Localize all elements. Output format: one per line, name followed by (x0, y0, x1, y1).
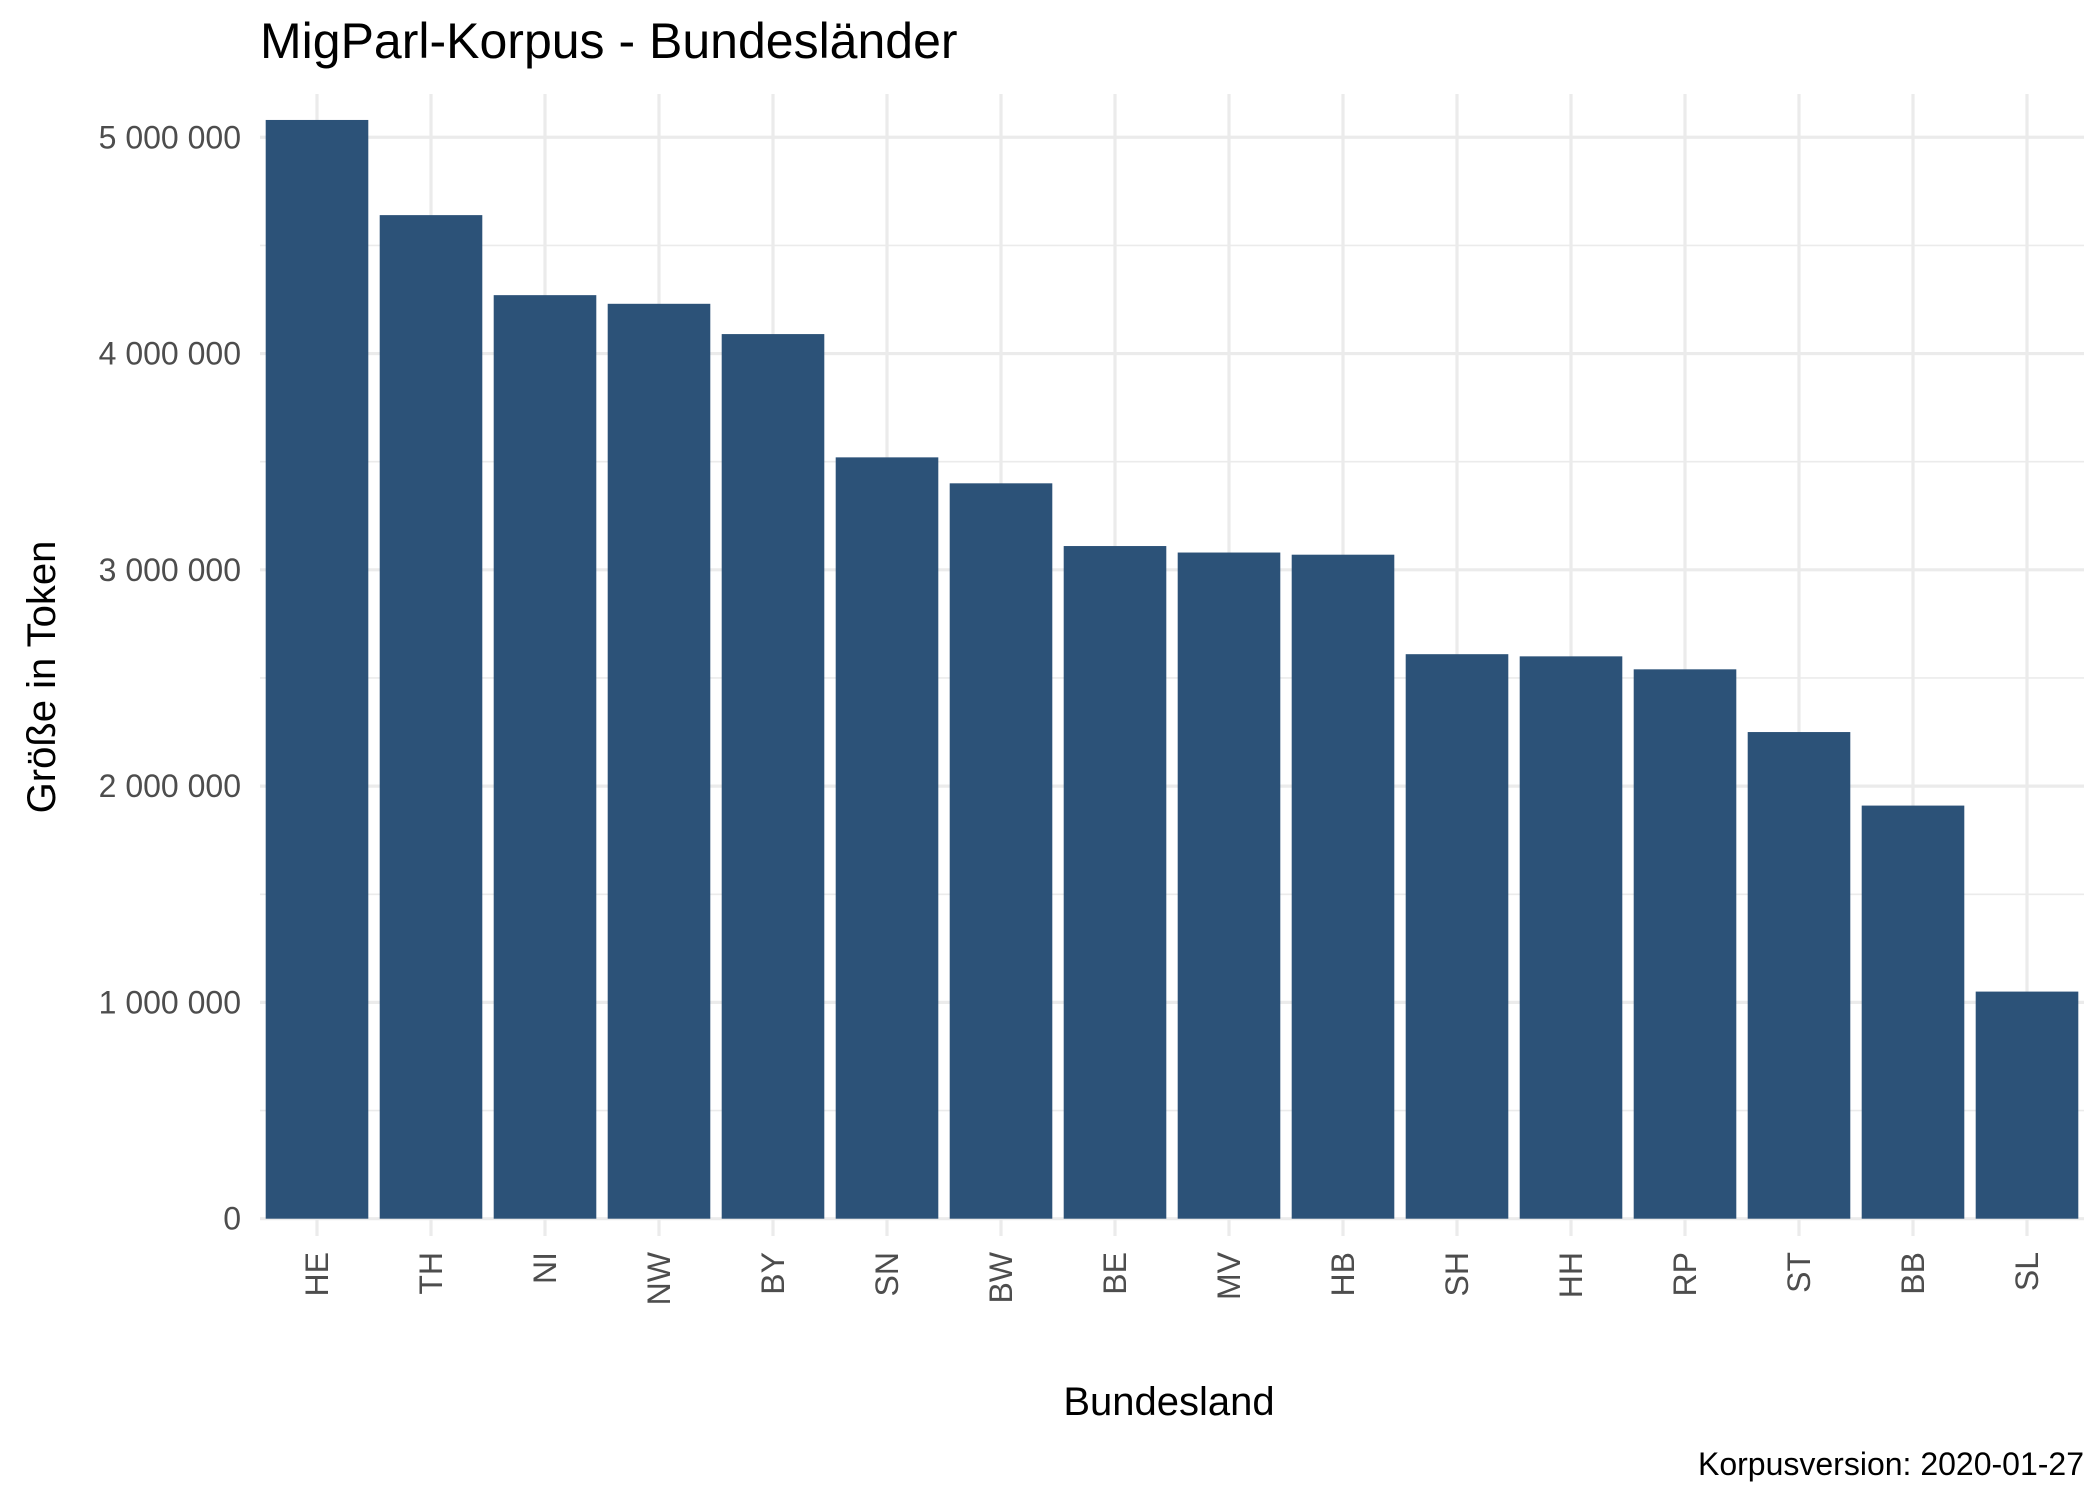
y-tick-label: 1 000 000 (99, 984, 241, 1020)
y-tick-label: 4 000 000 (99, 336, 241, 372)
bars (265, 119, 2079, 1219)
x-axis-title: Bundesland (1063, 1380, 1274, 1424)
bar-sn (835, 457, 939, 1219)
x-tick-label: BW (983, 1251, 1019, 1303)
bar-hh (1519, 656, 1623, 1219)
bar-bb (1861, 805, 1965, 1219)
y-tick-label: 2 000 000 (99, 768, 241, 804)
bar-bw (949, 483, 1053, 1219)
x-tick-label: BB (1895, 1252, 1931, 1295)
bar-hb (1291, 554, 1395, 1219)
x-tick-label: MV (1211, 1251, 1247, 1300)
bar-sl (1975, 991, 2079, 1219)
x-tick-label: BE (1097, 1252, 1133, 1295)
bar-ni (493, 295, 597, 1219)
x-axis-tick-labels: HE TH NI NW BY SN BW BE MV HB SH HH RP ST BB SL (299, 1251, 2045, 1305)
bar-mv (1177, 552, 1281, 1219)
x-tick-label: SN (869, 1252, 905, 1296)
y-axis-title: Größe in Token (20, 541, 64, 814)
x-tick-label: NI (527, 1252, 563, 1284)
bar-he (265, 119, 369, 1219)
x-tick-label: TH (413, 1252, 449, 1295)
bar-by (721, 334, 825, 1219)
y-tick-label: 5 000 000 (99, 119, 241, 155)
x-tick-label: HE (299, 1252, 335, 1296)
y-axis-tick-labels: 0 1 000 000 2 000 000 3 000 000 4 000 000 5 0… (99, 119, 241, 1236)
x-tick-label: SL (2009, 1252, 2045, 1291)
y-tick-label: 0 (223, 1201, 241, 1237)
x-tick-label: HH (1553, 1252, 1589, 1298)
x-tick-label: BY (755, 1252, 791, 1295)
bar-th (379, 215, 483, 1219)
bar-rp (1633, 669, 1737, 1219)
chart-caption: Korpusversion: 2020-01-27 (1698, 1446, 2084, 1482)
x-tick-label: RP (1667, 1252, 1703, 1296)
x-tick-label: ST (1781, 1252, 1817, 1293)
chart-title: MigParl-Korpus - Bundesländer (260, 13, 958, 69)
bar-st (1747, 732, 1851, 1219)
x-tick-label: HB (1325, 1252, 1361, 1296)
x-tick-label: SH (1439, 1252, 1475, 1296)
bar-sh (1405, 654, 1509, 1219)
bar-be (1063, 546, 1167, 1219)
x-tick-label: NW (641, 1251, 677, 1305)
y-tick-label: 3 000 000 (99, 552, 241, 588)
bar-nw (607, 303, 711, 1219)
